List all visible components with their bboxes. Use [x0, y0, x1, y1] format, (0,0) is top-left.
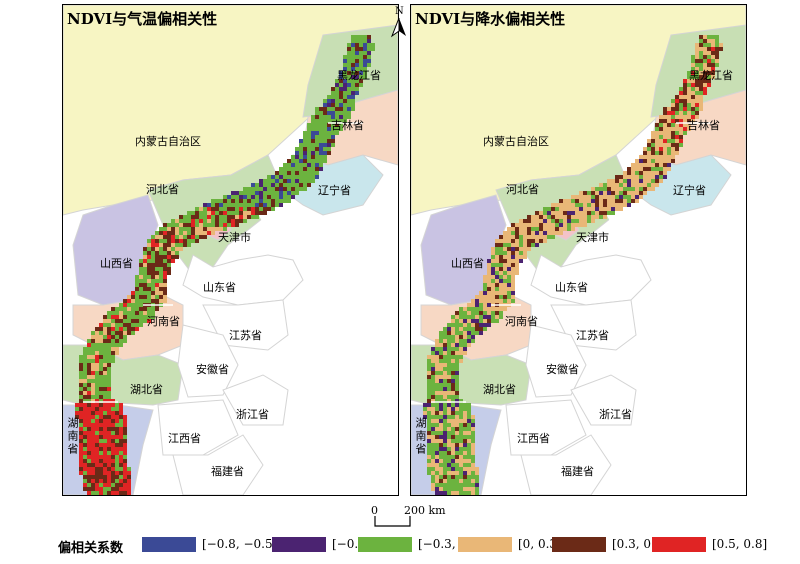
legend-label: [0.5, 0.8] — [712, 537, 768, 551]
legend-swatch — [552, 537, 606, 552]
scale-bar — [374, 516, 411, 527]
correlation-raster — [423, 35, 723, 495]
scale-start-label: 0 — [371, 504, 378, 517]
panel-title: NDVI与气温偏相关性 — [67, 10, 218, 28]
legend-swatch — [272, 537, 326, 552]
scale-end-label: 200 km — [404, 504, 446, 517]
region-jiangxi — [157, 399, 239, 456]
province-label-jiangxi: 江西省 — [168, 432, 201, 445]
province-label-henan: 河南省 — [505, 315, 538, 328]
province-label-shandong: 山东省 — [203, 281, 236, 294]
north-arrow-icon — [390, 17, 406, 38]
province-label-zhejiang: 浙江省 — [599, 408, 632, 421]
province-label-anhui: 安徽省 — [546, 363, 579, 376]
province-label-tianjin: 天津市 — [218, 231, 251, 244]
legend-swatch — [458, 537, 512, 552]
legend: 偏相关系数 [−0.8, −0.5) [−0.5, −0.3) [−0.3, 0… — [58, 534, 798, 558]
province-label-anhui: 安徽省 — [196, 363, 229, 376]
province-label-zhejiang: 浙江省 — [236, 408, 269, 421]
province-label-fujian: 福建省 — [211, 465, 244, 478]
legend-label: [−0.8, −0.5) — [202, 537, 278, 551]
region-fujian — [172, 434, 264, 495]
province-label-hubei: 湖北省 — [130, 383, 163, 396]
region-zhejiang — [570, 374, 637, 426]
legend-swatch — [142, 537, 196, 552]
province-label-jiangsu: 江苏省 — [576, 329, 609, 342]
province-label-fujian: 福建省 — [561, 465, 594, 478]
province-label-jiangsu: 江苏省 — [229, 329, 262, 342]
north-label: N — [395, 6, 404, 17]
region-shandong — [182, 254, 304, 306]
province-label-neimenggu: 内蒙古自治区 — [135, 135, 201, 148]
region-fujian — [520, 434, 612, 495]
map-panel-temperature: NDVI与气温偏相关性 黑龙江省 吉林省 内蒙古自治区 辽宁省 河北省 天津市 … — [62, 4, 399, 496]
legend-label: [0, 0.3) — [518, 537, 562, 551]
legend-title: 偏相关系数 — [58, 541, 124, 556]
province-label-jilin: 吉林省 — [331, 119, 364, 132]
province-label-liaoning: 辽宁省 — [318, 184, 351, 197]
region-shandong — [530, 254, 652, 306]
map-canvas — [63, 5, 398, 495]
province-label-jiangxi: 江西省 — [517, 432, 550, 445]
region-anhui — [525, 324, 587, 398]
province-label-heilongjiang: 黑龙江省 — [337, 69, 381, 82]
province-label-hunan: 湖南省 — [414, 417, 427, 456]
province-label-hebei: 河北省 — [506, 183, 539, 196]
legend-swatch — [358, 537, 412, 552]
province-label-shanxi: 山西省 — [100, 257, 133, 270]
province-label-shanxi: 山西省 — [451, 257, 484, 270]
province-label-neimenggu: 内蒙古自治区 — [483, 135, 549, 148]
province-label-heilongjiang: 黑龙江省 — [689, 69, 733, 82]
map-canvas — [411, 5, 746, 495]
province-label-hunan: 湖南省 — [66, 417, 79, 456]
map-panel-precipitation: NDVI与降水偏相关性 黑龙江省 吉林省 内蒙古自治区 辽宁省 河北省 天津市 … — [410, 4, 747, 496]
region-jiangxi — [505, 399, 587, 456]
province-label-hebei: 河北省 — [146, 183, 179, 196]
panel-title: NDVI与降水偏相关性 — [415, 10, 566, 28]
region-anhui — [177, 324, 239, 398]
province-label-henan: 河南省 — [147, 315, 180, 328]
province-label-jilin: 吉林省 — [687, 119, 720, 132]
province-label-hubei: 湖北省 — [483, 383, 516, 396]
province-label-tianjin: 天津市 — [576, 231, 609, 244]
province-label-shandong: 山东省 — [555, 281, 588, 294]
region-zhejiang — [222, 374, 289, 426]
province-label-liaoning: 辽宁省 — [673, 184, 706, 197]
legend-swatch — [652, 537, 706, 552]
